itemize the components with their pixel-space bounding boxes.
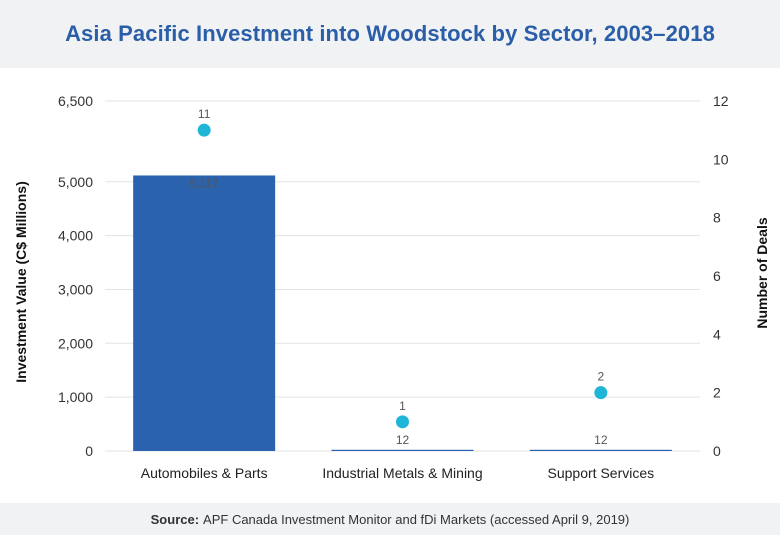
bar-data-label: 5,117 [190,176,219,190]
category-label: Automobiles & Parts [141,465,268,481]
y-tick-label: 6,500 [58,93,93,109]
markers [197,123,608,429]
y-tick-label: 2,000 [58,335,93,351]
source-label: Source: [150,511,200,527]
y-tick-label: 3,000 [58,281,93,297]
y2-tick-label: 8 [713,210,721,226]
deal-data-label: 11 [198,107,211,121]
y-tick-label: 4,000 [58,228,93,244]
y-tick-label: 5,000 [58,174,93,190]
chart-title: Asia Pacific Investment into Woodstock b… [65,21,715,46]
bars [133,175,672,451]
y2-tick-label: 6 [713,268,721,284]
y-tick-label: 1,000 [58,389,93,405]
bar [331,449,474,451]
bar-data-label: 12 [594,433,608,447]
bar [133,175,276,451]
deal-marker [594,386,608,400]
deal-data-label: 1 [399,399,406,413]
source-text: APF Canada Investment Monitor and fDi Ma… [203,511,630,527]
category-label: Support Services [548,465,655,481]
bar-data-label: 12 [396,433,410,447]
chart: 01,0002,0003,0004,0005,0006,500024681012… [13,93,770,481]
y2-tick-label: 12 [713,93,729,109]
deal-marker [396,415,409,429]
labels: 01,0002,0003,0004,0005,0006,500024681012… [58,93,729,481]
bar [529,449,672,451]
y2-axis-title: Number of Deals [754,217,770,328]
y-tick-label: 0 [85,443,93,459]
title-band: Asia Pacific Investment into Woodstock b… [0,0,780,68]
y2-tick-label: 2 [713,385,721,401]
source-band: Source: APF Canada Investment Monitor an… [0,503,780,535]
y2-tick-label: 0 [713,443,721,459]
deal-marker [197,123,211,137]
deal-data-label: 2 [597,370,604,384]
category-label: Industrial Metals & Mining [322,465,482,481]
y2-tick-label: 10 [713,151,729,167]
y-axis-title: Investment Value (C$ Millions) [13,181,29,383]
y2-tick-label: 4 [713,326,721,342]
